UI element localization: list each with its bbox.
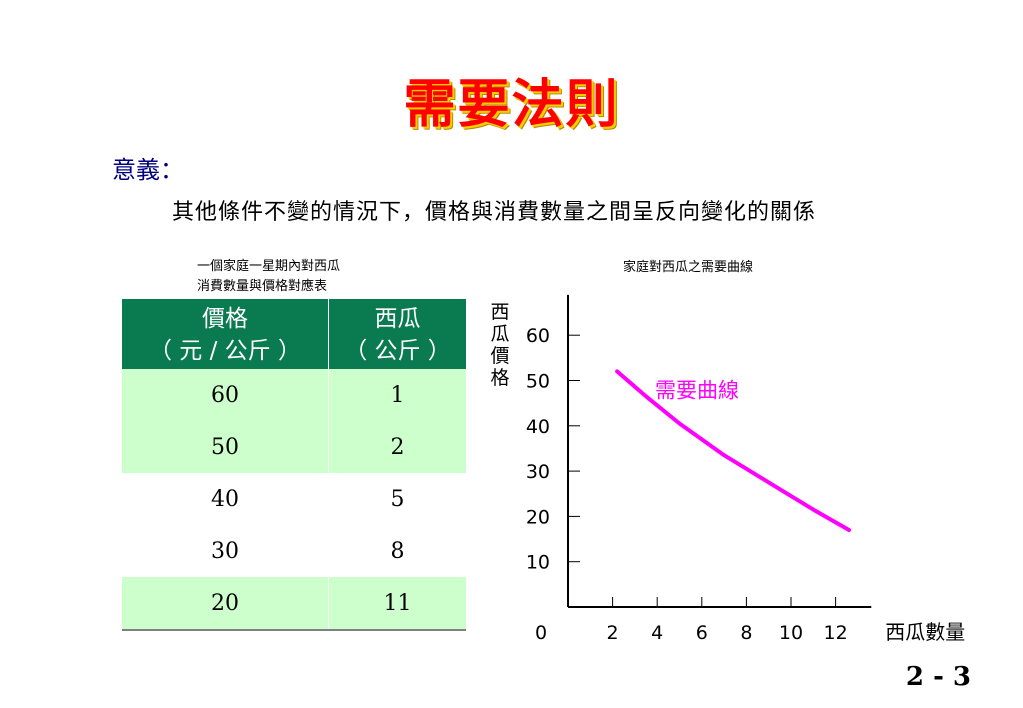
table-header-quantity: 西瓜 （ 公斤 ） [328,299,466,369]
demand-curve-line [615,369,851,532]
quantity-cell: 1 [328,369,466,421]
y-tick-label: 40 [526,416,550,438]
price-cell: 60 [122,369,329,421]
x-axis-label: 西瓜數量 [885,620,965,644]
y-tick-label: 30 [526,461,550,483]
header-quantity-title: 西瓜 [374,306,421,332]
x-tick-label: 6 [696,622,708,644]
quantity-cell: 2 [328,421,466,473]
quantity-cell: 8 [390,538,405,564]
price-cell: 30 [122,525,329,577]
table-row: 40 5 [122,473,466,525]
x-tick-label: 12 [824,622,848,644]
y-tick-label: 10 [526,552,550,574]
page-number: 2 - 3 [905,662,971,692]
meaning-label: 意義： [112,156,184,184]
x-tick-label: 8 [740,622,752,644]
meaning-text: 其他條件不變的情況下，價格與消費數量之間呈反向變化的關係 [172,200,817,225]
table-header-row: 價格 （ 元 / 公斤 ） 西瓜 （ 公斤 ） [122,299,466,369]
table-caption-line-1: 一個家庭一星期內對西瓜 [197,259,341,274]
table-row: 30 8 [122,525,466,577]
table-header-price: 價格 （ 元 / 公斤 ） [122,299,329,369]
price-cell: 40 [122,473,329,525]
slide-title: 需要法則 [403,74,620,135]
header-quantity-unit: （ 公斤 ） [344,338,451,364]
table-row: 20 11 [122,577,466,631]
x-tick-label: 10 [779,622,803,644]
demand-curve-label: 需要曲線 [655,379,739,403]
price-quantity-table: 價格 （ 元 / 公斤 ） 西瓜 （ 公斤 ） 60 1 50 2 40 5 3… [122,299,466,631]
table-caption: 一個家庭一星期內對西瓜 消費數量與價格對應表 [197,257,340,297]
quantity-cell: 11 [328,577,466,631]
table-row: 60 1 [122,369,466,421]
table-row: 50 2 [122,421,466,473]
origin-label: 0 [535,622,547,644]
x-tick-label: 4 [651,622,663,644]
y-tick-label: 50 [526,371,550,393]
y-tick-label: 60 [526,325,550,347]
table-caption-line-2: 消費數量與價格對應表 [197,279,328,294]
quantity-cell: 5 [390,486,405,512]
header-price-unit: （ 元 / 公斤 ） [149,338,301,364]
y-axis-label: 西瓜價格 [490,301,509,389]
y-tick-label: 20 [526,506,550,528]
price-cell: 20 [122,577,329,631]
header-price-title: 價格 [202,306,248,332]
chart-caption: 家庭對西瓜之需要曲線 [623,260,754,275]
price-cell: 50 [122,421,329,473]
x-tick-label: 2 [607,622,619,644]
